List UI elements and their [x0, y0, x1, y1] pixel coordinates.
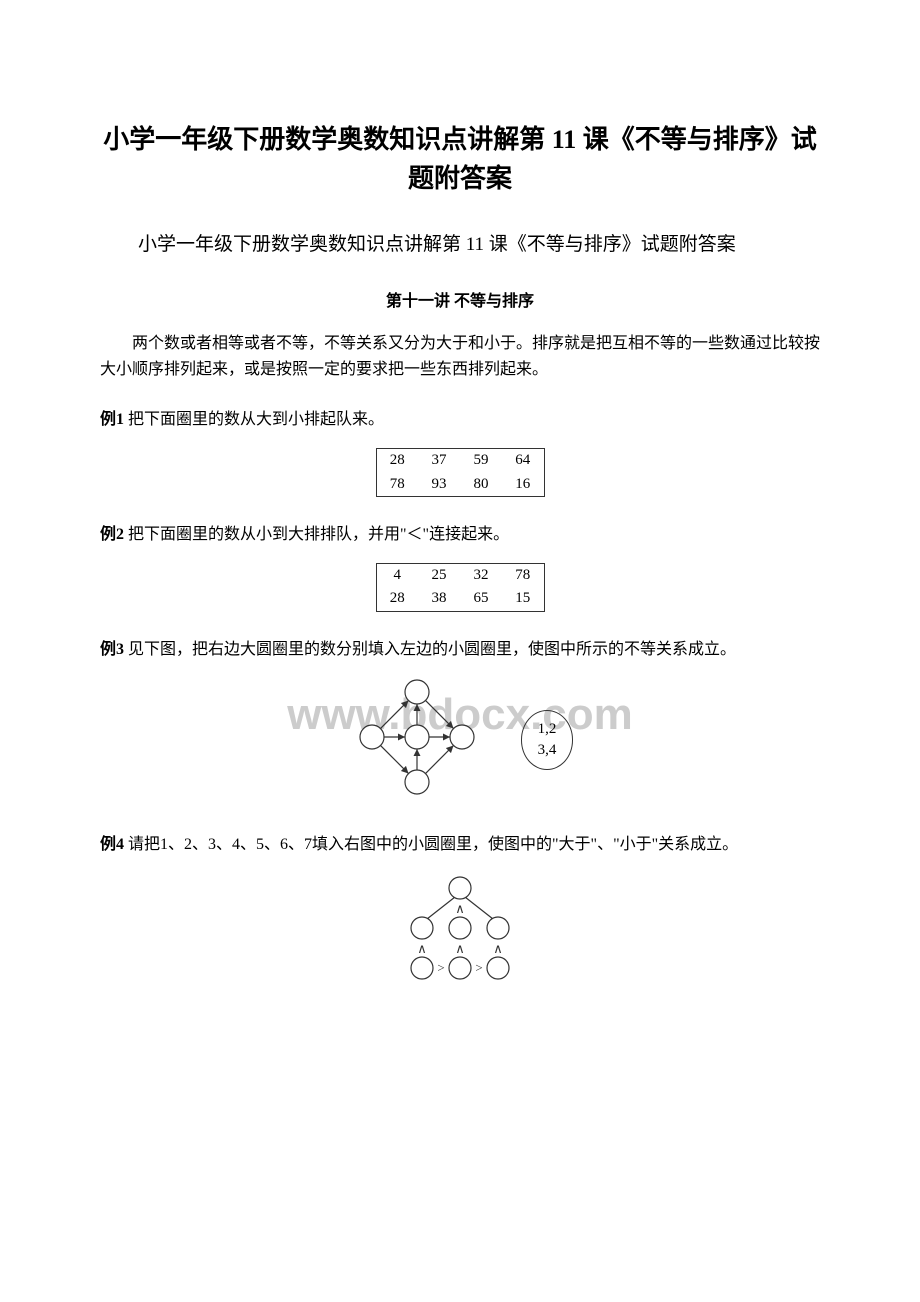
example1-table: 28375964 78938016	[376, 448, 545, 497]
intro-paragraph: 两个数或者相等或者不等，不等关系又分为大于和小于。排序就是把互相不等的一些数通过…	[100, 331, 820, 382]
table-cell: 80	[460, 472, 502, 496]
oval-line1: 1,2	[538, 721, 557, 737]
example1-text: 例1 把下面圈里的数从大到小排起队来。	[100, 407, 820, 433]
table-cell: 15	[502, 587, 544, 611]
table-cell: 28	[376, 587, 418, 611]
example4-diagram: ∧ ∧ ∧ ∧ > >	[100, 873, 820, 993]
example4-text: 例4 请把1、2、3、4、5、6、7填入右图中的小圆圈里，使图中的"大于"、"小…	[100, 832, 820, 858]
main-title: 小学一年级下册数学奥数知识点讲解第 11 课《不等与排序》试题附答案	[100, 120, 820, 198]
table-cell: 37	[418, 448, 460, 472]
svg-text:>: >	[475, 960, 482, 975]
table-cell: 78	[376, 472, 418, 496]
table-cell: 16	[502, 472, 544, 496]
table-cell: 25	[418, 563, 460, 587]
svg-text:∧: ∧	[417, 941, 427, 956]
svg-text:∧: ∧	[455, 941, 465, 956]
table-cell: 32	[460, 563, 502, 587]
example3-label: 例3	[100, 641, 124, 658]
example1-desc: 把下面圈里的数从大到小排起队来。	[124, 411, 384, 428]
table-cell: 93	[418, 472, 460, 496]
table-cell: 38	[418, 587, 460, 611]
oval-line2: 3,4	[538, 742, 557, 758]
chapter-title: 第十一讲 不等与排序	[100, 287, 820, 311]
example1-label: 例1	[100, 411, 124, 428]
table-cell: 65	[460, 587, 502, 611]
table-cell: 64	[502, 448, 544, 472]
example3-desc: 见下图，把右边大圆圈里的数分别填入左边的小圆圈里，使图中所示的不等关系成立。	[124, 641, 736, 658]
example2-label: 例2	[100, 526, 124, 543]
example2-desc: 把下面圈里的数从小到大排排队，并用"＜"连接起来。	[124, 526, 509, 543]
table-cell: 59	[460, 448, 502, 472]
svg-text:∧: ∧	[493, 941, 503, 956]
diagram3-svg	[347, 677, 487, 797]
svg-text:>: >	[437, 960, 444, 975]
svg-text:∧: ∧	[455, 901, 465, 916]
diagram4-svg: ∧ ∧ ∧ ∧ > >	[380, 873, 540, 988]
table-cell: 78	[502, 563, 544, 587]
subtitle-text: 小学一年级下册数学奥数知识点讲解第 11 课《不等与排序》试题附答案	[100, 228, 820, 262]
table-cell: 4	[376, 563, 418, 587]
example4-desc: 请把1、2、3、4、5、6、7填入右图中的小圆圈里，使图中的"大于"、"小于"关…	[124, 836, 738, 853]
example3-diagram: 1,2 3,4	[100, 677, 820, 802]
table-cell: 28	[376, 448, 418, 472]
example4-label: 例4	[100, 836, 124, 853]
example3-text: 例3 见下图，把右边大圆圈里的数分别填入左边的小圆圈里，使图中所示的不等关系成立…	[100, 637, 820, 663]
example2-text: 例2 把下面圈里的数从小到大排排队，并用"＜"连接起来。	[100, 522, 820, 548]
example2-table: 4253278 28386515	[376, 563, 545, 612]
example3-oval: 1,2 3,4	[521, 710, 574, 770]
